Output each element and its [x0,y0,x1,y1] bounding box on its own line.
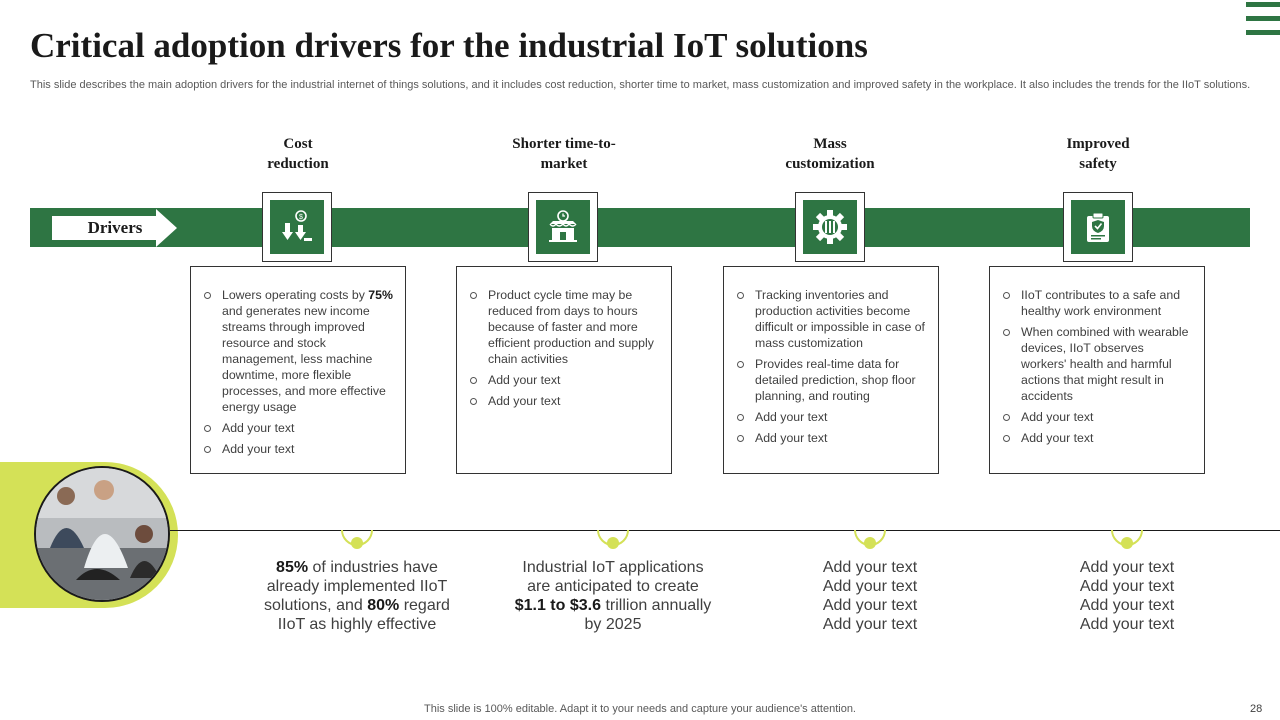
bullet-text-bold: 75% [368,288,393,302]
trend-stat-value: Industrial IoT applications are anticipa… [513,558,713,634]
list-item: Add your text [469,372,659,388]
stat-line: Add your text [822,578,918,595]
trend-stat-adoption: 85% of industries have already implement… [257,558,457,634]
driver-heading-line: Improved [1066,136,1130,152]
team-photo-image [36,468,168,600]
stat-line: Add your text [822,559,918,576]
svg-text:$: $ [299,214,303,221]
list-item: Add your text [736,409,926,425]
bullet-text-post: and generates new income streams through… [222,304,386,414]
timeline-marker [1111,530,1143,549]
driver-heading-line: Mass [813,136,847,152]
stat-text: of industries have already implemented I… [264,559,448,614]
team-photo [34,466,170,602]
stat-line: Add your text [1079,616,1175,633]
timeline-marker [341,530,373,549]
stat-line: Add your text [822,616,918,633]
stat-line: Add your text [822,597,918,614]
stat-text: regard IIoT as highly effective [277,597,450,633]
driver-heading-line: Cost [283,136,313,152]
list-item: Add your text [1002,430,1192,446]
list-item: Tracking inventories and production acti… [736,287,926,351]
market-icon-box [528,192,598,262]
stat-text: Industrial IoT applications are anticipa… [522,559,704,595]
safety-icon-box [1063,192,1133,262]
driver-card-customization: Tracking inventories and production acti… [723,266,939,474]
market-store-icon [549,210,577,242]
slide-title: Critical adoption drivers for the indust… [30,26,868,65]
list-item: Lowers operating costs by 75% and genera… [203,287,393,415]
driver-card-safety: IIoT contributes to a safe and healthy w… [989,266,1205,474]
driver-heading-line: safety [1079,156,1117,172]
stat-line: Add your text [1079,559,1175,576]
stat-bold: 85% [276,559,309,576]
list-item: Add your text [203,441,393,457]
list-item: Provides real-time data for detailed pre… [736,356,926,404]
stat-bold: 80% [367,597,400,614]
list-item: When combined with wearable devices, IIo… [1002,324,1192,404]
list-item: Add your text [1002,409,1192,425]
stat-text: trillion annually by 2025 [584,597,712,633]
trend-stat-placeholder: Add your text Add your text Add your tex… [1027,558,1227,634]
stat-bold: $1.1 to $3.6 [514,597,601,614]
driver-heading-market: Shorter time-to- market [464,134,664,174]
customization-icon-box [795,192,865,262]
cost-reduction-icon: $ [282,210,312,241]
list-item: Add your text [469,393,659,409]
list-item: Add your text [203,420,393,436]
drivers-label: Drivers [87,218,143,237]
driver-heading-customization: Mass customization [730,134,930,174]
timeline-marker [597,530,629,549]
bullet-text-pre: Lowers operating costs by [222,288,369,302]
slide-subtitle: This slide describes the main adoption d… [30,79,1251,91]
driver-heading-cost: Cost reduction [198,134,398,174]
driver-heading-line: market [540,156,588,172]
driver-heading-safety: Improved safety [998,134,1198,174]
driver-card-cost: Lowers operating costs by 75% and genera… [190,266,406,474]
driver-heading-line: Shorter time-to- [512,136,616,152]
safety-shield-icon [1087,212,1109,242]
timeline-marker [854,530,886,549]
list-item: Product cycle time may be reduced from d… [469,287,659,367]
timeline-line [170,530,1280,531]
drivers-band [30,208,1250,247]
driver-card-market: Product cycle time may be reduced from d… [456,266,672,474]
list-item: Add your text [736,430,926,446]
cost-icon-box: $ [262,192,332,262]
stat-line: Add your text [1079,578,1175,595]
drivers-arrow-shape [52,209,177,247]
driver-heading-line: customization [785,156,875,172]
driver-heading-line: reduction [267,156,329,172]
gear-icon [813,210,847,244]
trend-stat-placeholder: Add your text Add your text Add your tex… [770,558,970,634]
list-item: IIoT contributes to a safe and healthy w… [1002,287,1192,319]
menu-icon[interactable] [1246,2,1280,38]
stat-line: Add your text [1079,597,1175,614]
page-number: 28 [1250,703,1263,715]
footer-note: This slide is 100% editable. Adapt it to… [424,703,856,715]
